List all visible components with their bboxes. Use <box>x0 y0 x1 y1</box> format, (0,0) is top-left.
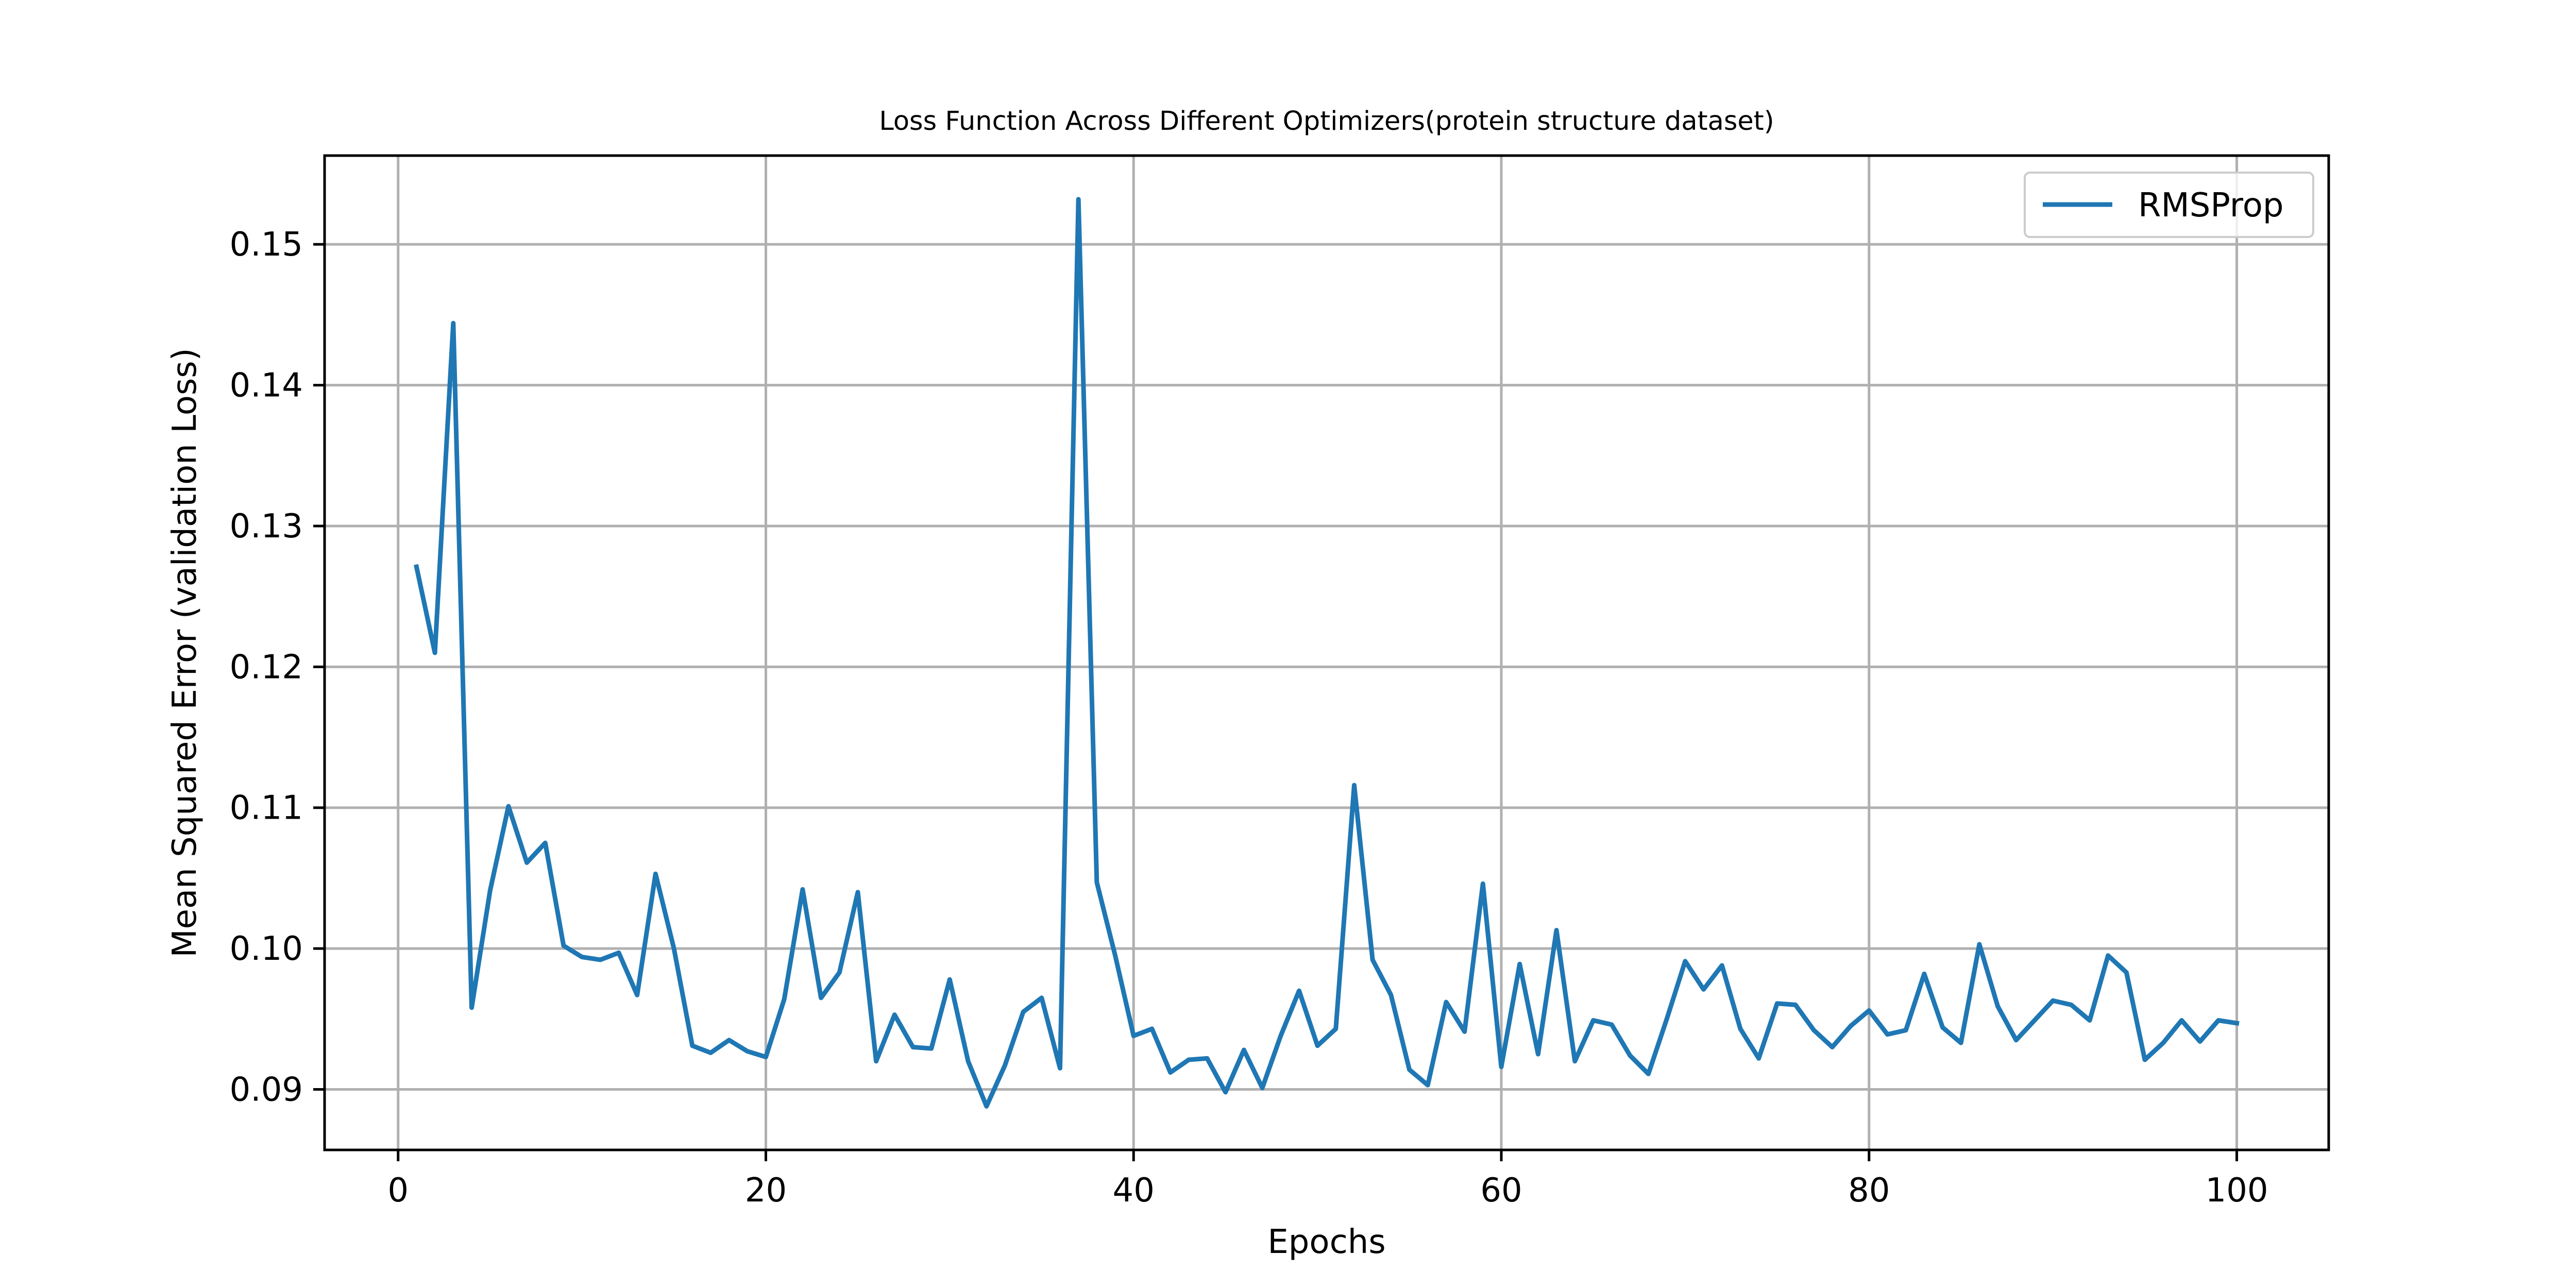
y-axis-label: Mean Squared Error (validation Loss) <box>166 348 204 957</box>
series-line-rmsprop <box>414 197 2240 1109</box>
plot-area-frame <box>323 154 2330 1151</box>
legend-label-rmsprop: RMSProp <box>2138 187 2283 225</box>
grid-lines <box>325 156 2329 1150</box>
axis-ticks: 0 20 40 60 80 100 0.09 0.10 0.11 0.12 0.13 0.14 0.15 <box>230 226 2268 1210</box>
x-tick-label: 60 <box>1480 1172 1522 1210</box>
chart-title: Loss Function Across Different Optimizer… <box>879 106 1774 137</box>
y-tick-label: 0.13 <box>230 507 303 546</box>
y-tick-label: 0.10 <box>230 930 303 968</box>
x-tick-label: 40 <box>1113 1172 1155 1210</box>
y-tick-label: 0.11 <box>230 789 303 827</box>
x-axis-label: Epochs <box>1267 1223 1385 1261</box>
y-tick-label: 0.09 <box>230 1071 303 1109</box>
y-tick-label: 0.12 <box>230 648 303 686</box>
x-tick-label: 0 <box>387 1172 409 1210</box>
x-tick-label: 20 <box>745 1172 787 1210</box>
legend: RMSProp <box>2024 172 2314 238</box>
legend-box <box>2024 172 2314 238</box>
series-layer <box>414 197 2240 1109</box>
y-tick-label: 0.14 <box>230 367 303 405</box>
y-tick-label: 0.15 <box>230 226 303 264</box>
x-tick-label: 80 <box>1848 1172 1890 1210</box>
x-tick-label: 100 <box>2205 1172 2268 1210</box>
